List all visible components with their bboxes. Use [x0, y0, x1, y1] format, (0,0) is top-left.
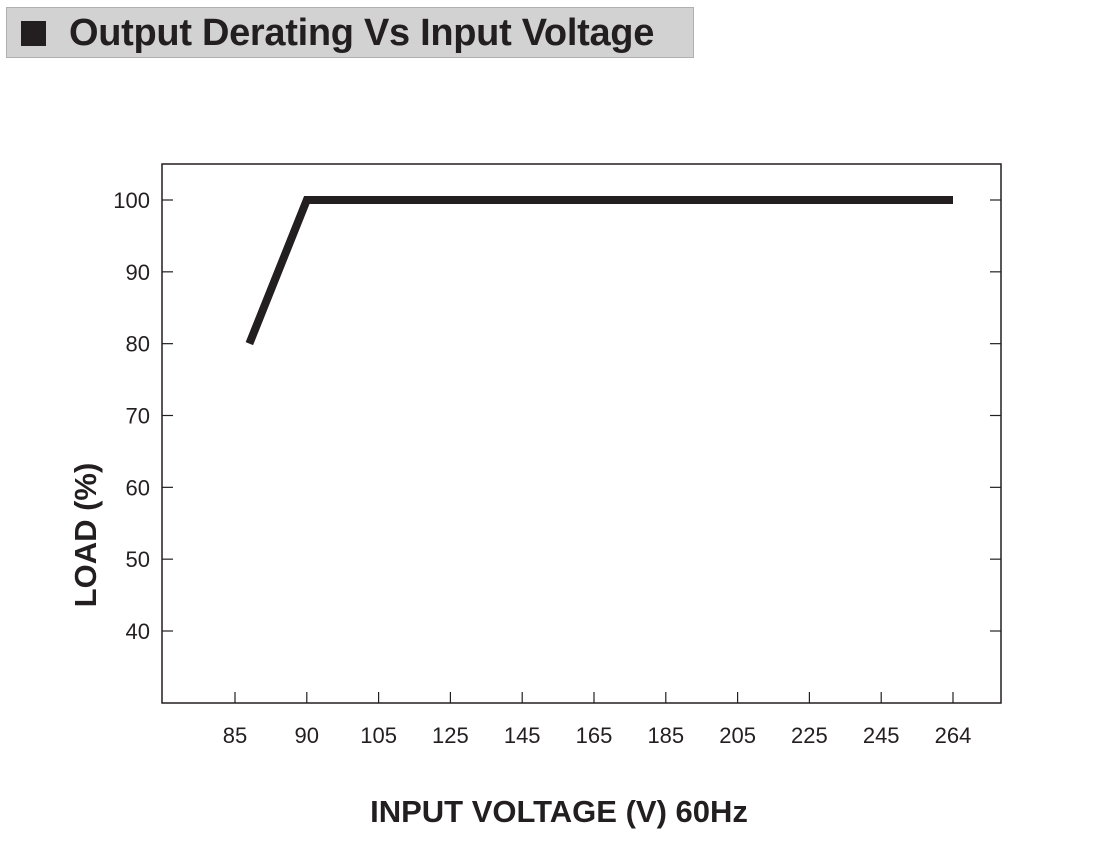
page-title: Output Derating Vs Input Voltage: [69, 12, 655, 54]
x-tick-label: 90: [295, 723, 319, 748]
x-tick-label: 264: [935, 723, 972, 748]
y-tick-label: 90: [126, 260, 150, 285]
x-tick-label: 185: [647, 723, 684, 748]
title-square-icon: [21, 21, 46, 46]
y-tick-label: 100: [113, 188, 150, 213]
y-tick-label: 50: [126, 547, 150, 572]
title-bar: Output Derating Vs Input Voltage: [6, 7, 694, 58]
y-tick-label: 60: [126, 475, 150, 500]
y-tick-label: 80: [126, 332, 150, 357]
y-tick-label: 70: [126, 404, 150, 429]
y-axis-title: LOAD (%): [68, 463, 103, 608]
y-axis: 100 90 80 70 60 50 40: [113, 188, 1001, 644]
y-tick-label: 40: [126, 619, 150, 644]
x-axis-title: INPUT VOLTAGE (V) 60Hz: [370, 794, 748, 829]
x-tick-label: 225: [791, 723, 828, 748]
series-line: [245, 196, 953, 346]
x-tick-label: 105: [360, 723, 397, 748]
plot-frame: [161, 163, 1002, 704]
x-tick-label: 85: [223, 723, 247, 748]
series-layer: [245, 196, 953, 346]
x-tick-label: 245: [863, 723, 900, 748]
x-axis: 85 90 105 125 145 165 185 205 225 245 264: [223, 692, 972, 748]
x-tick-label: 165: [576, 723, 613, 748]
x-tick-label: 125: [432, 723, 469, 748]
x-tick-label: 205: [719, 723, 756, 748]
x-tick-label: 145: [504, 723, 541, 748]
